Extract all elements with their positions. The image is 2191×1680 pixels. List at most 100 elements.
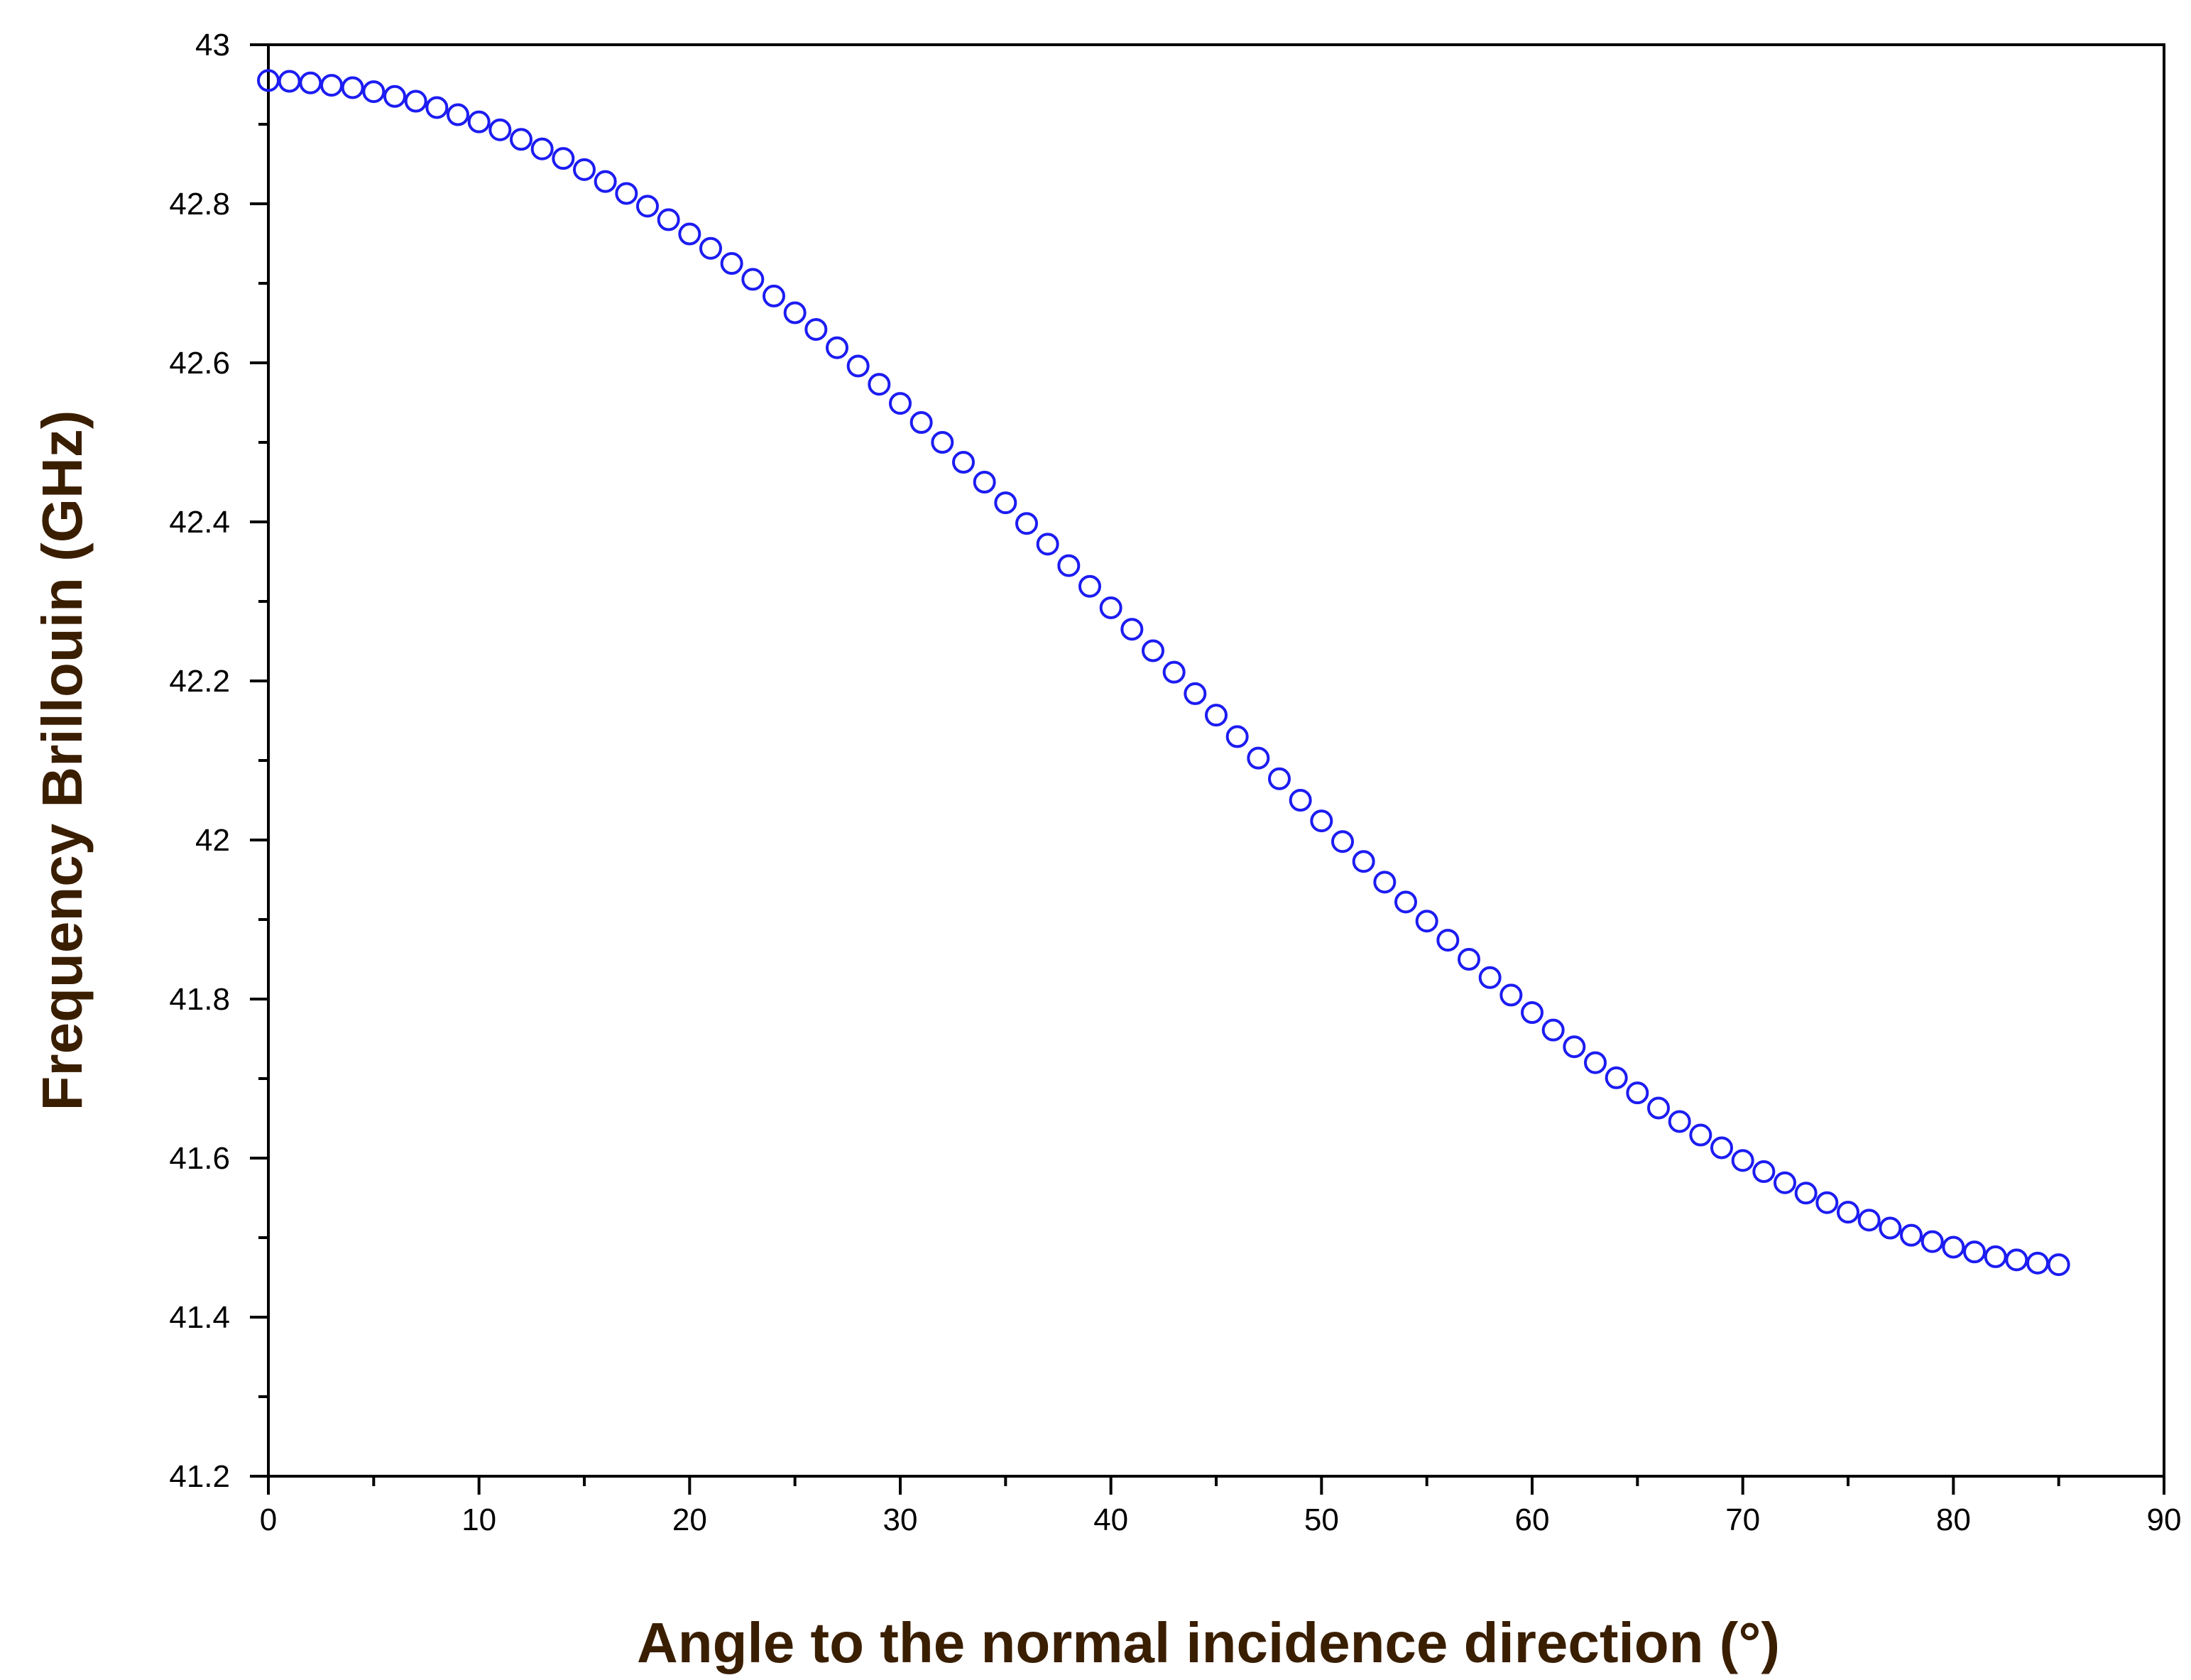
data-point — [552, 147, 575, 170]
data-point — [931, 431, 954, 454]
data-point — [573, 158, 596, 181]
data-point — [1879, 1216, 1902, 1240]
data-point — [1942, 1236, 1965, 1259]
data-point — [1247, 746, 1270, 770]
y-tick-label: 41.6 — [169, 1141, 230, 1176]
y-axis-ticks — [250, 43, 268, 1478]
data-point — [763, 284, 785, 307]
data-point — [1900, 1223, 1923, 1247]
data-point — [341, 76, 364, 99]
data-point — [846, 354, 870, 378]
data-point — [868, 373, 891, 396]
data-point — [1689, 1123, 1712, 1147]
y-axis-title: Frequency Brillouin (GHz) — [31, 410, 94, 1111]
data-point — [1310, 809, 1333, 833]
data-point — [699, 236, 722, 260]
data-point — [1015, 512, 1038, 535]
data-point — [1499, 983, 1523, 1007]
data-point — [1205, 704, 1228, 727]
data-point — [320, 74, 343, 97]
data-point — [720, 252, 743, 275]
x-axis-title: Angle to the normal incidence direction … — [637, 1611, 1780, 1674]
data-point — [530, 137, 554, 160]
data-point — [362, 80, 386, 104]
y-tick-label: 42.6 — [169, 346, 230, 381]
data-point — [783, 301, 807, 324]
data-point — [1078, 574, 1101, 598]
data-point — [488, 118, 512, 141]
x-tick-label: 80 — [1936, 1502, 1971, 1537]
data-point — [1837, 1201, 1859, 1224]
data-point — [1120, 618, 1144, 641]
data-point — [1984, 1245, 2007, 1268]
y-tick-label: 42.8 — [169, 187, 230, 222]
data-point — [1268, 767, 1291, 790]
data-point — [1605, 1066, 1628, 1089]
data-point — [1794, 1182, 1818, 1205]
data-point — [1963, 1240, 1986, 1264]
data-point — [299, 71, 322, 94]
data-point — [404, 89, 427, 113]
x-tick-label: 50 — [1304, 1502, 1339, 1537]
data-point — [909, 411, 933, 434]
data-point — [1394, 890, 1417, 914]
x-tick-label: 40 — [1093, 1502, 1128, 1537]
x-tick-label: 70 — [1725, 1502, 1760, 1537]
data-point — [1857, 1209, 1881, 1232]
data-point — [1331, 830, 1354, 853]
data-point — [594, 170, 617, 193]
data-point — [615, 182, 638, 205]
y-tick-label: 42.2 — [169, 664, 230, 699]
data-point — [1184, 682, 1207, 705]
data-point — [826, 336, 848, 359]
data-point — [636, 195, 659, 218]
data-point — [1815, 1191, 1839, 1214]
data-point — [994, 491, 1017, 515]
data-point — [678, 222, 701, 246]
data-point — [1415, 910, 1438, 933]
data-point — [447, 103, 469, 126]
data-point — [1647, 1096, 1670, 1120]
data-point — [510, 128, 532, 151]
y-tick-label: 41.4 — [169, 1300, 230, 1335]
data-point — [1563, 1035, 1586, 1059]
x-tick-label: 10 — [461, 1502, 496, 1537]
data-point — [1668, 1110, 1691, 1133]
x-tick-label: 90 — [2147, 1502, 2182, 1537]
x-axis-tick-labels: 0 10 20 30 40 50 60 70 80 90 — [260, 1502, 2182, 1537]
data-point — [1458, 948, 1480, 971]
x-tick-label: 0 — [260, 1502, 277, 1537]
data-point — [1373, 871, 1397, 894]
y-tick-label: 41.8 — [169, 982, 230, 1017]
data-point — [1521, 1001, 1543, 1025]
data-point — [1142, 639, 1164, 662]
data-point — [1541, 1018, 1565, 1042]
x-tick-label: 20 — [672, 1502, 707, 1537]
data-point — [1436, 929, 1460, 952]
data-point — [741, 268, 765, 291]
data-point — [2005, 1248, 2028, 1272]
data-point — [973, 471, 996, 493]
y-tick-label: 42 — [195, 823, 230, 858]
data-point — [383, 84, 406, 108]
data-point — [657, 208, 680, 231]
data-point — [1099, 596, 1122, 619]
data-point — [2047, 1253, 2070, 1277]
y-tick-label: 43 — [195, 28, 230, 62]
data-point — [1626, 1081, 1649, 1105]
data-series — [257, 69, 2070, 1277]
y-axis-tick-labels: 41.2 41.4 41.6 41.8 42 42.2 42.4 42.6 42.8 43 — [169, 28, 230, 1494]
data-point — [1584, 1051, 1607, 1074]
x-tick-label: 60 — [1515, 1502, 1550, 1537]
data-point — [1225, 725, 1249, 748]
data-point — [804, 317, 828, 341]
data-point — [467, 110, 491, 133]
data-point — [1731, 1149, 1754, 1172]
data-point — [1036, 533, 1059, 556]
data-point — [889, 392, 912, 415]
data-point — [1352, 850, 1375, 873]
data-point — [1289, 789, 1312, 812]
data-point — [1920, 1230, 1944, 1253]
